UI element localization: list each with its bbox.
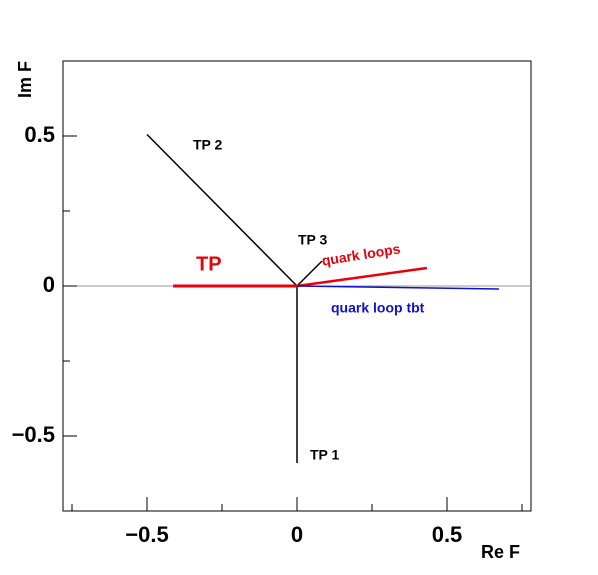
- segment-line: [296, 285, 499, 290]
- segment-label: TP: [196, 253, 222, 275]
- segment-label: quark loop tbt: [331, 300, 425, 316]
- x-axis-title: Re F: [481, 542, 520, 562]
- y-tick-label: −0.5: [12, 422, 55, 447]
- segment-label: TP 2: [193, 137, 223, 153]
- segment-line: [296, 266, 428, 288]
- segment-label: quark loops: [321, 240, 402, 268]
- segment-label: TP 3: [298, 232, 328, 248]
- x-tick-label: 0: [291, 522, 303, 547]
- segment-label: TP 1: [310, 447, 340, 463]
- y-tick-label: 0.5: [24, 122, 55, 147]
- x-tick-label: 0.5: [432, 522, 463, 547]
- y-tick-label: 0: [43, 272, 55, 297]
- segment-line: [146, 133, 298, 287]
- y-axis-title: Im F: [15, 61, 35, 98]
- x-tick-label: −0.5: [125, 522, 168, 547]
- segment-line: [296, 260, 323, 287]
